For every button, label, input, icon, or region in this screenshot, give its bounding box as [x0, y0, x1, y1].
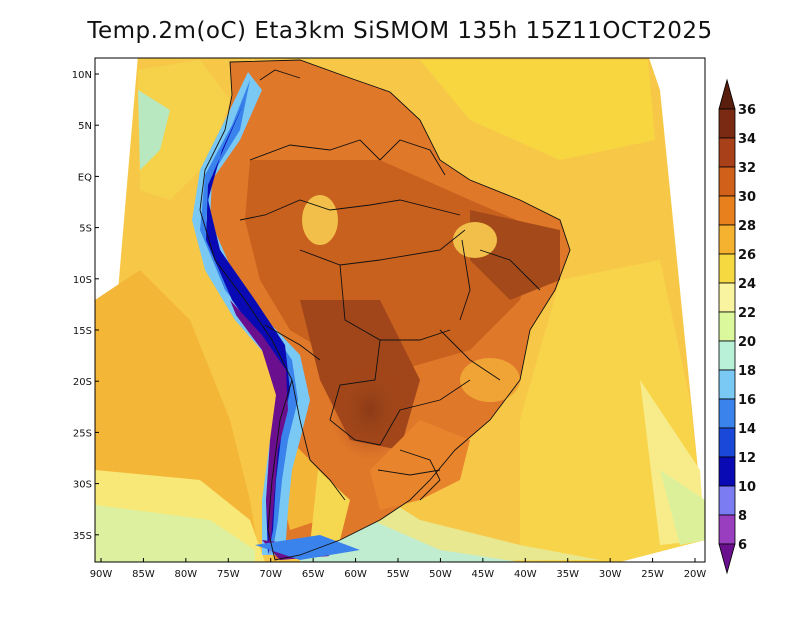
lat-tick-label: 5S [79, 224, 92, 235]
colorbar-segment [718, 166, 736, 197]
colorbar-label: 10 [738, 480, 756, 495]
lat-tick-label: 35S [73, 531, 92, 542]
colorbar-segment [718, 282, 736, 313]
lon-tick-label: 25W [641, 569, 664, 580]
lon-tick-label: 45W [472, 569, 495, 580]
colorbar-label: 32 [738, 161, 756, 176]
lon-tick-label: 20W [684, 569, 707, 580]
colorbar-label: 34 [738, 132, 756, 147]
colorbar-segment [718, 253, 736, 284]
colorbar-label: 14 [738, 422, 756, 437]
colorbar-label: 28 [738, 219, 756, 234]
lat-tick-label: 20S [73, 377, 92, 388]
lon-tick-label: 75W [217, 569, 240, 580]
colorbar-arrow-bottom [718, 543, 736, 575]
longitude-axis: 90W 85W 80W 75W 70W 65W 60W 55W 50W 45W 40W 35W 30W 2… [90, 558, 707, 580]
map-title: Temp.2m(oC) Eta3km SiSMOM 135h 15Z11OCT2… [87, 18, 713, 44]
colorbar-segment [718, 137, 736, 168]
colorbar-segment [718, 108, 736, 139]
colorbar: 36 34 32 30 28 26 24 22 20 18 16 14 12 10 8 6 [718, 78, 756, 575]
colorbar-label: 18 [738, 364, 756, 379]
colorbar-segment [718, 427, 736, 458]
colorbar-label: 36 [738, 103, 756, 118]
lat-tick-label: EQ [78, 172, 92, 183]
colorbar-segment [718, 311, 736, 342]
colorbar-segment [718, 369, 736, 400]
colorbar-label: 8 [738, 509, 747, 524]
lon-tick-label: 40W [514, 569, 537, 580]
lat-tick-label: 10N [72, 70, 92, 81]
colorbar-segment [718, 195, 736, 226]
colorbar-segment [718, 224, 736, 255]
lon-tick-label: 90W [90, 569, 113, 580]
lon-tick-label: 50W [429, 569, 452, 580]
colorbar-label: 24 [738, 277, 756, 292]
colorbar-segment [718, 514, 736, 545]
lon-tick-label: 70W [259, 569, 282, 580]
lon-tick-label: 30W [599, 569, 622, 580]
map-field [95, 58, 705, 562]
lat-tick-label: 30S [73, 480, 92, 491]
lon-tick-label: 85W [132, 569, 155, 580]
lat-tick-label: 25S [73, 428, 92, 439]
lat-tick-label: 10S [73, 275, 92, 286]
colorbar-label: 30 [738, 190, 756, 205]
colorbar-segment [718, 398, 736, 429]
colorbar-segment [718, 456, 736, 487]
lon-tick-label: 60W [344, 569, 367, 580]
borders [199, 59, 571, 561]
lon-tick-label: 80W [175, 569, 198, 580]
colorbar-label: 20 [738, 335, 756, 350]
lon-tick-label: 35W [556, 569, 579, 580]
colorbar-segment [718, 340, 736, 371]
colorbar-label: 6 [738, 538, 747, 553]
lat-tick-label: 15S [73, 326, 92, 337]
lon-tick-label: 55W [387, 569, 410, 580]
lat-tick-label: 5N [78, 121, 92, 132]
latitude-axis: 10N 5N EQ 5S 10S 15S 20S 25S 30S 35S [72, 70, 99, 542]
colorbar-label: 26 [738, 248, 756, 263]
lon-tick-label: 65W [302, 569, 325, 580]
colorbar-segment [718, 485, 736, 516]
colorbar-arrow-top [718, 78, 736, 110]
map-frame [94, 57, 706, 563]
colorbar-label: 22 [738, 306, 756, 321]
colorbar-label: 16 [738, 393, 756, 408]
colorbar-label: 12 [738, 451, 756, 466]
